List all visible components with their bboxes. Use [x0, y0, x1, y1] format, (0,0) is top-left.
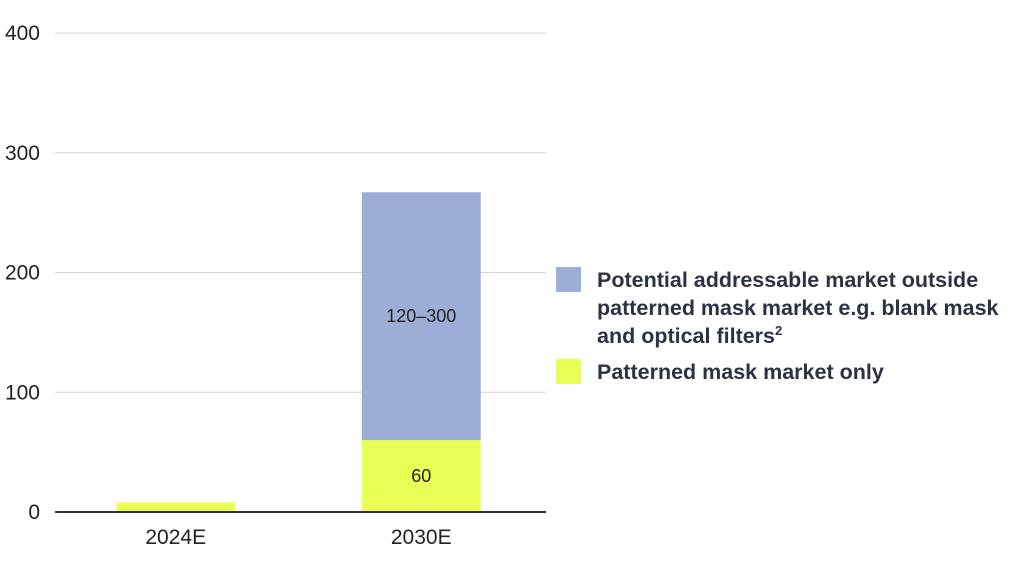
legend-label-addressable-market: Potential addressable market outside pat…: [597, 268, 999, 348]
bar-segment: [361, 192, 481, 441]
legend-item-patterned-mask: Patterned mask market only: [556, 358, 1024, 386]
bar-chart: 0 100 200 300 400 60 120–300 2024E 2030E: [5, 22, 546, 549]
legend-label-patterned-mask: Patterned mask market only: [597, 360, 884, 384]
legend-swatch-addressable-market: [556, 267, 581, 292]
y-tick-label: 200: [5, 262, 40, 285]
y-tick-label: 100: [5, 381, 40, 404]
bars: [116, 192, 481, 512]
y-tick-label: 300: [5, 142, 40, 165]
x-tick-label: 2024E: [145, 526, 206, 549]
y-tick-label: 400: [5, 22, 40, 45]
y-tick-label: 0: [28, 501, 40, 524]
x-axis-ticks: 2024E 2030E: [145, 526, 451, 549]
y-axis-ticks: 0 100 200 300 400: [5, 22, 40, 524]
legend-swatch-patterned-mask: [556, 359, 581, 384]
bar-labels: 60 120–300: [386, 306, 456, 486]
legend-item-addressable-market: Potential addressable market outside pat…: [556, 266, 1024, 350]
bar-segment: [116, 502, 236, 512]
bar-value-label: 120–300: [386, 306, 456, 326]
bar-segment: [361, 440, 481, 512]
legend: Potential addressable market outside pat…: [556, 266, 1024, 394]
bar-value-label: 60: [411, 466, 431, 486]
x-tick-label: 2030E: [391, 526, 452, 549]
